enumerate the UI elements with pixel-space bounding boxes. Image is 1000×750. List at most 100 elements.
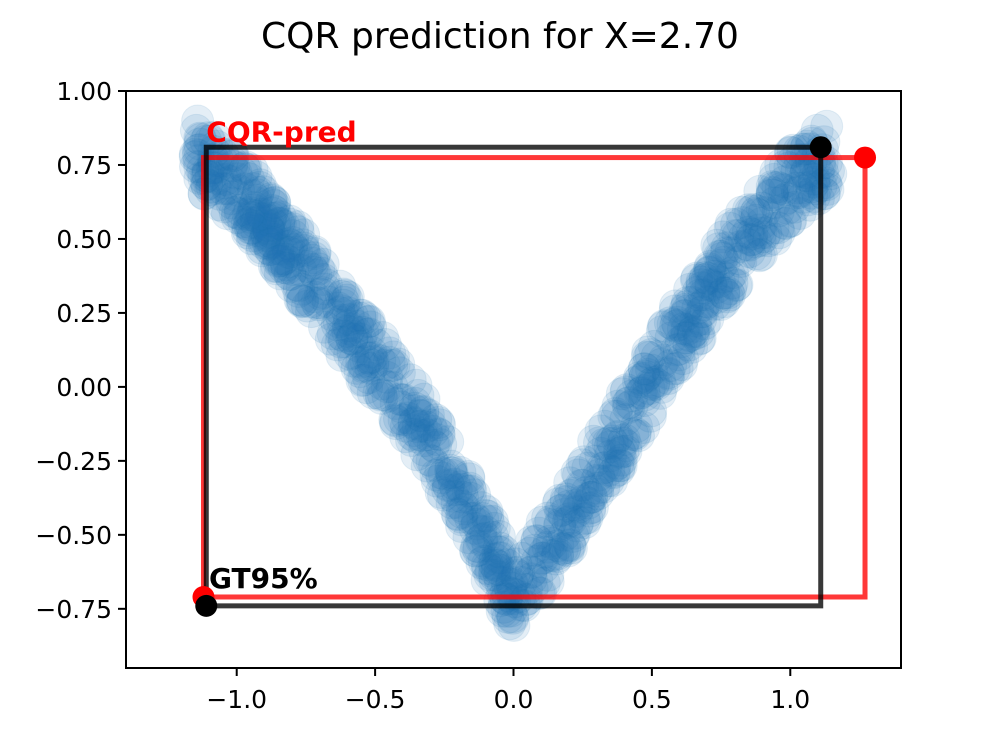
scatter-point xyxy=(445,472,479,506)
scatter-point xyxy=(670,321,704,355)
scatter-point xyxy=(235,211,269,245)
scatter-point xyxy=(320,328,354,362)
scatter-point xyxy=(435,458,469,492)
scatter-point xyxy=(181,104,215,138)
scatter-point xyxy=(222,174,256,208)
scatter-point xyxy=(628,378,662,412)
scatter-point xyxy=(532,524,566,558)
scatter-point xyxy=(445,510,479,543)
scatter-point xyxy=(592,453,626,487)
scatter-point xyxy=(561,505,595,539)
scatter-point xyxy=(214,182,248,216)
scatter-point xyxy=(618,418,652,452)
scatter-point xyxy=(781,176,814,210)
scatter-point xyxy=(574,480,608,514)
scatter-point xyxy=(258,209,292,243)
scatter-point xyxy=(661,308,695,342)
scatter-point xyxy=(597,456,631,490)
scatter-point xyxy=(747,220,781,254)
scatter-point xyxy=(377,348,411,382)
scatter-point xyxy=(589,450,623,484)
scatter-point xyxy=(282,275,316,308)
scatter-point xyxy=(643,376,677,410)
scatter-point xyxy=(239,206,273,240)
scatter-point xyxy=(670,290,704,324)
scatter-point xyxy=(700,280,734,314)
scatter-point xyxy=(612,391,646,424)
scatter-point xyxy=(325,339,359,372)
chart-title: CQR prediction for X=2.70 xyxy=(261,16,739,57)
scatter-point xyxy=(370,360,404,394)
scatter-point xyxy=(244,202,278,236)
scatter-point xyxy=(694,254,728,288)
scatter-point xyxy=(560,455,594,489)
scatter-point xyxy=(245,234,279,268)
scatter-point xyxy=(237,193,270,227)
scatter-point xyxy=(666,342,700,376)
scatter-point xyxy=(331,296,365,330)
scatter-point xyxy=(375,349,409,383)
scatter-point xyxy=(445,503,479,537)
scatter-point xyxy=(232,162,265,196)
scatter-point xyxy=(525,541,559,575)
scatter-point xyxy=(351,341,385,375)
scatter-point xyxy=(553,529,587,563)
scatter-point xyxy=(640,340,674,373)
scatter-point xyxy=(677,317,711,351)
scatter-point xyxy=(625,376,658,409)
scatter-point xyxy=(434,449,468,483)
scatter-point xyxy=(422,406,456,439)
scatter-point xyxy=(347,363,381,397)
scatter-point xyxy=(725,195,759,229)
scatter-point xyxy=(379,404,413,438)
scatter-point xyxy=(325,318,359,352)
scatter-point xyxy=(799,172,833,206)
scatter-point xyxy=(657,352,691,386)
scatter-point xyxy=(322,305,356,339)
scatter-point xyxy=(276,253,310,286)
scatter-point xyxy=(249,219,283,253)
scatter-point xyxy=(448,492,482,526)
scatter-point xyxy=(383,402,416,436)
scatter-point xyxy=(382,347,416,381)
scatter-point xyxy=(593,430,627,464)
scatter-point xyxy=(685,265,719,299)
scatter-point xyxy=(607,423,641,457)
scatter-point xyxy=(658,294,692,328)
scatter-point xyxy=(444,500,478,534)
scatter-point xyxy=(618,416,652,450)
scatter-point xyxy=(693,250,727,283)
scatter-point xyxy=(250,216,283,250)
scatter-point xyxy=(372,345,406,379)
scatter-point xyxy=(268,242,301,276)
scatter-point xyxy=(768,165,801,199)
scatter-point xyxy=(407,382,441,416)
scatter-point xyxy=(773,205,807,239)
scatter-point xyxy=(714,236,748,270)
scatter-point xyxy=(354,351,388,385)
scatter-point xyxy=(761,194,795,228)
scatter-point xyxy=(265,232,299,266)
scatter-point xyxy=(234,201,268,235)
scatter-point xyxy=(405,419,439,453)
scatter-point xyxy=(710,231,744,265)
scatter-point xyxy=(398,420,432,453)
scatter-point xyxy=(235,198,269,232)
scatter-point xyxy=(783,197,817,230)
scatter-point xyxy=(705,241,739,275)
scatter-point xyxy=(769,207,802,241)
scatter-point xyxy=(622,419,655,453)
scatter-point xyxy=(453,471,487,505)
scatter-point xyxy=(727,221,761,254)
scatter-point xyxy=(620,410,653,443)
scatter-point xyxy=(767,183,801,217)
scatter-point xyxy=(581,477,615,511)
scatter-point xyxy=(276,219,310,253)
scatter-point xyxy=(759,222,792,256)
scatter-point xyxy=(431,473,465,507)
scatter-point xyxy=(368,328,402,361)
scatter-point xyxy=(551,534,585,568)
scatter-point xyxy=(735,223,769,256)
scatter-layer xyxy=(178,104,848,642)
